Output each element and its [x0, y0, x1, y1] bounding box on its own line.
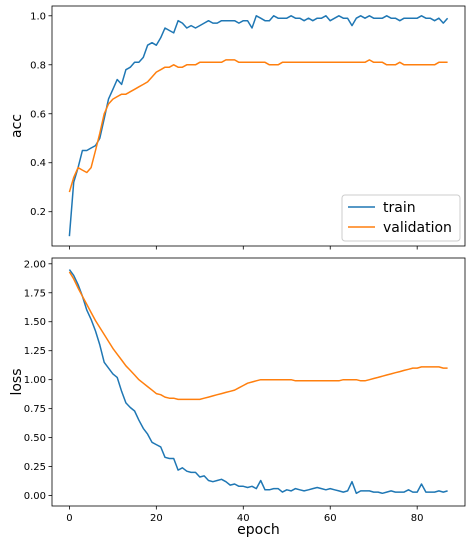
- acc-y-tick-label: 0.6: [30, 109, 46, 120]
- loss-x-tick-label: 0: [66, 513, 72, 524]
- loss-y-tick-label: 0.75: [24, 404, 46, 415]
- acc-y-tick-label: 0.2: [30, 207, 46, 218]
- acc-train-line: [68, 15, 449, 237]
- loss-train-line: [68, 269, 448, 495]
- acc-validation-line: [68, 59, 448, 193]
- loss-y-tick-label: 0.50: [24, 433, 46, 444]
- loss-axes-frame: [51, 257, 466, 507]
- loss-validation-line: [68, 271, 448, 401]
- loss-x-tick-label: 20: [150, 513, 163, 524]
- acc-y-tick-label: 1.0: [30, 11, 46, 22]
- loss-x-axis-title: epoch: [237, 522, 280, 538]
- loss-y-tick-label: 1.50: [24, 317, 46, 328]
- legend-label-validation: validation: [383, 220, 452, 236]
- acc-axes-frame: [51, 5, 466, 247]
- loss-y-tick-label: 0.00: [24, 491, 46, 502]
- loss-x-tick-label: 80: [411, 513, 424, 524]
- loss-x-tick-label: 60: [324, 513, 337, 524]
- loss-y-tick-label: 1.25: [24, 346, 46, 357]
- loss-y-tick-label: 2.00: [24, 259, 46, 270]
- acc-y-axis-title: acc: [9, 114, 25, 138]
- legend-label-train: train: [383, 200, 416, 216]
- acc-y-tick-label: 0.8: [30, 60, 46, 71]
- loss-y-axis-title: loss: [9, 368, 25, 395]
- acc-y-tick-label: 0.4: [30, 158, 46, 169]
- loss-y-tick-label: 1.75: [24, 288, 46, 299]
- loss-x-tick-label: 40: [237, 513, 250, 524]
- loss-y-tick-label: 0.25: [24, 462, 46, 473]
- loss-y-tick-label: 1.00: [24, 375, 46, 386]
